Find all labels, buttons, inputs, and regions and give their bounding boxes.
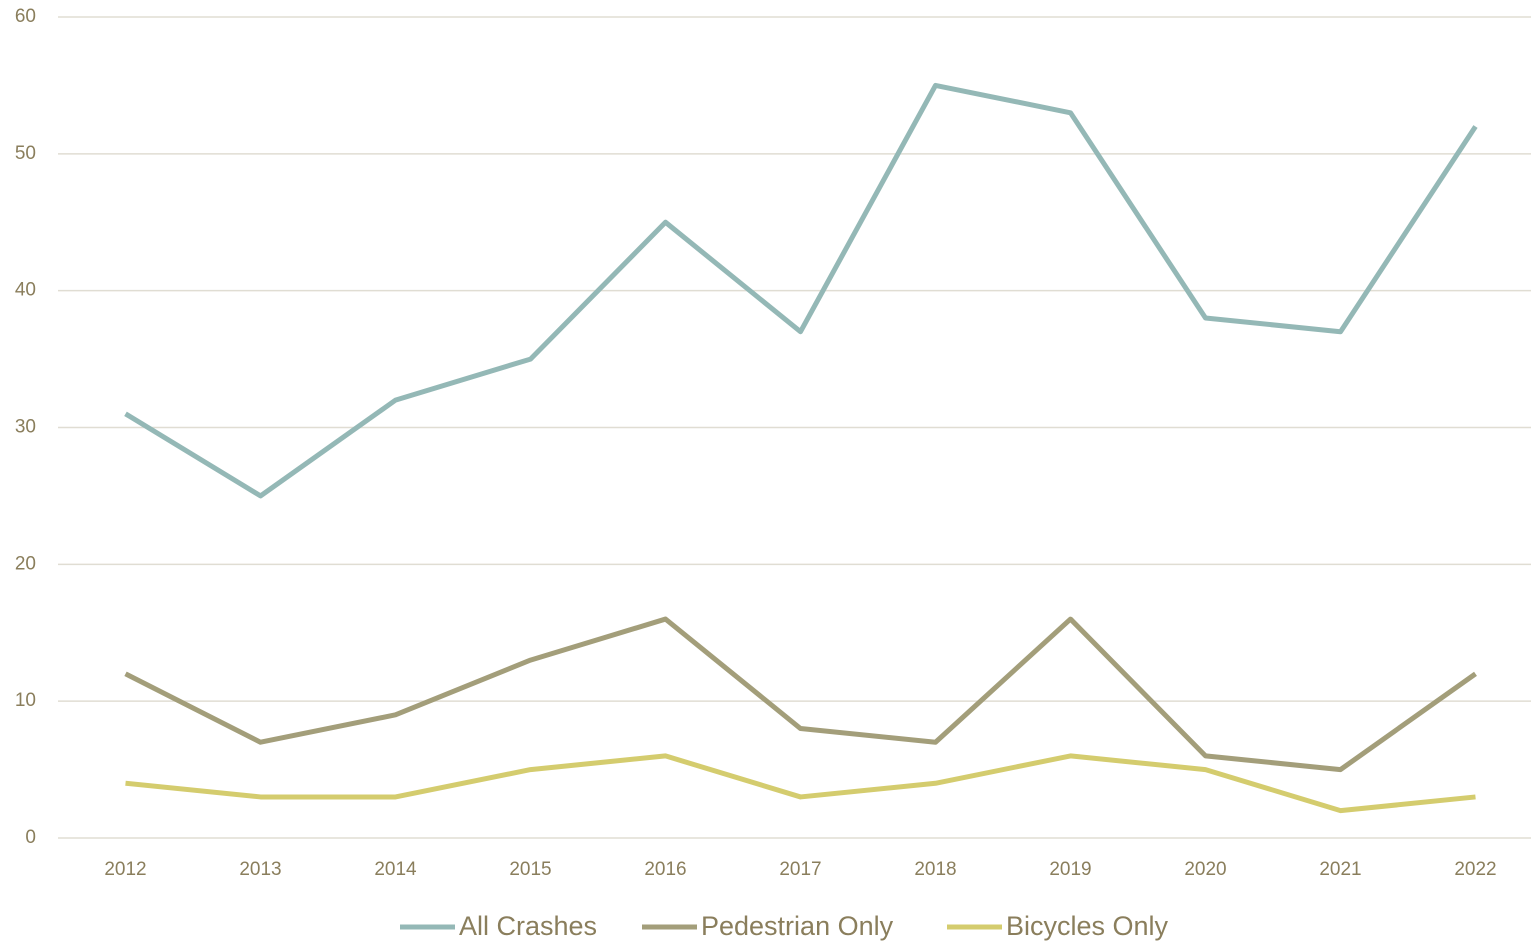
y-tick-label: 20: [15, 553, 36, 574]
x-tick-label: 2013: [239, 859, 281, 880]
x-tick-label: 2016: [644, 859, 686, 880]
y-tick-label: 30: [15, 417, 36, 438]
x-tick-label: 2021: [1319, 859, 1361, 880]
y-tick-label: 0: [25, 827, 36, 848]
x-tick-label: 2017: [779, 859, 821, 880]
line-series: [124, 616, 1477, 773]
y-tick-label: 40: [15, 280, 36, 301]
x-tick-label: 2014: [374, 859, 417, 880]
x-tick-label: 2022: [1454, 859, 1496, 880]
x-tick-label: 2012: [104, 859, 146, 880]
y-tick-label: 10: [15, 690, 36, 711]
line-series: [125, 753, 1476, 814]
line-series: [124, 82, 1478, 499]
legend-label: Bicycles Only: [1006, 911, 1169, 941]
x-tick-label: 2019: [1049, 859, 1091, 880]
legend-label: Pedestrian Only: [701, 911, 894, 941]
x-tick-label: 2018: [914, 859, 956, 880]
x-tick-label: 2015: [509, 859, 551, 880]
y-tick-label: 60: [15, 6, 36, 27]
y-tick-label: 50: [15, 143, 36, 164]
legend-label: All Crashes: [459, 911, 597, 941]
x-tick-label: 2020: [1184, 859, 1226, 880]
